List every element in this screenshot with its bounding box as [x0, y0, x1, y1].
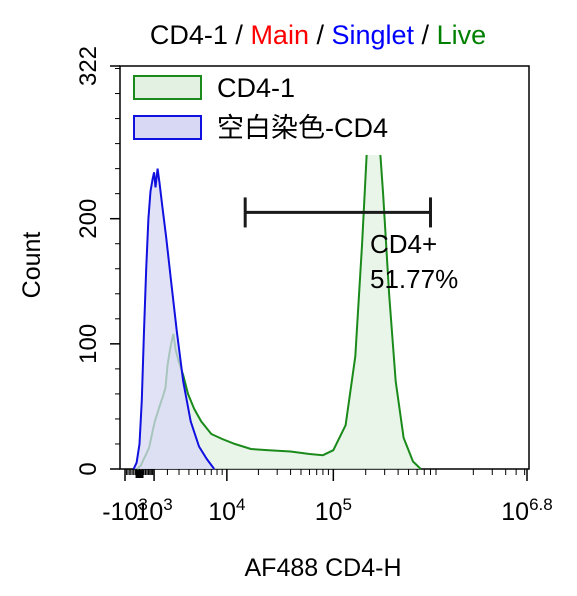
chart-title: CD4-1 / Main / Singlet / Live	[150, 20, 486, 50]
y-tick-label: 200	[75, 199, 102, 239]
zero-marker	[135, 470, 144, 478]
x-tick-label: 104	[208, 495, 245, 526]
x-tick-exp: 6.8	[529, 495, 553, 514]
title-separator: /	[414, 20, 437, 50]
x-tick-base: 10	[135, 498, 163, 526]
title-part: Singlet	[331, 20, 414, 50]
y-tick-label: 322	[75, 46, 102, 86]
x-tick-exp: 3	[163, 495, 172, 514]
legend-swatch	[133, 75, 202, 100]
x-tick-exp: 4	[236, 495, 245, 514]
x-tick-base: 10	[208, 498, 236, 526]
x-tick-label: 106.8	[501, 495, 552, 526]
series-fill-1	[133, 168, 215, 469]
x-tick-base: -10	[102, 498, 138, 526]
y-tick-label: 100	[75, 324, 102, 364]
legend-swatch	[133, 115, 202, 140]
x-tick-base: 10	[315, 498, 343, 526]
title-part: CD4-1	[150, 20, 228, 50]
legend: CD4-1 空白染色-CD4	[121, 67, 431, 155]
title-part: Main	[250, 20, 309, 50]
plot-area	[119, 65, 530, 470]
legend-label: 空白染色-CD4	[217, 113, 388, 143]
x-tick-label: 105	[315, 495, 352, 526]
gate-percent: 51.77%	[370, 264, 458, 294]
title-separator: /	[228, 20, 251, 50]
title-part: Live	[437, 20, 487, 50]
x-tick-exp: 5	[343, 495, 352, 514]
title-separator: /	[309, 20, 332, 50]
gate-annotation: CD4+ 51.77%	[243, 197, 458, 294]
x-tick-base: 10	[501, 498, 529, 526]
y-axis-label: Count	[18, 232, 46, 299]
series-line-1	[132, 168, 216, 470]
gate-label: CD4+	[370, 229, 437, 259]
x-tick-label: -103	[102, 495, 148, 526]
x-tick-exp: 3	[138, 495, 147, 514]
x-tick-label: 103	[135, 495, 172, 526]
legend-label: CD4-1	[217, 73, 295, 103]
y-axis: 0 100 200 322	[75, 46, 120, 476]
x-axis-label: AF488 CD4-H	[245, 554, 402, 582]
y-tick-label: 0	[75, 462, 102, 475]
